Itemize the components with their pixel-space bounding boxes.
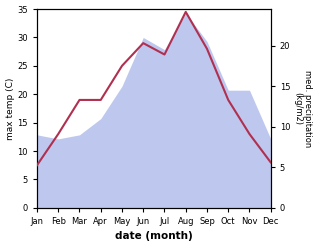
Y-axis label: med. precipitation
(kg/m2): med. precipitation (kg/m2) [293,70,313,147]
X-axis label: date (month): date (month) [115,231,193,242]
Y-axis label: max temp (C): max temp (C) [5,77,15,140]
